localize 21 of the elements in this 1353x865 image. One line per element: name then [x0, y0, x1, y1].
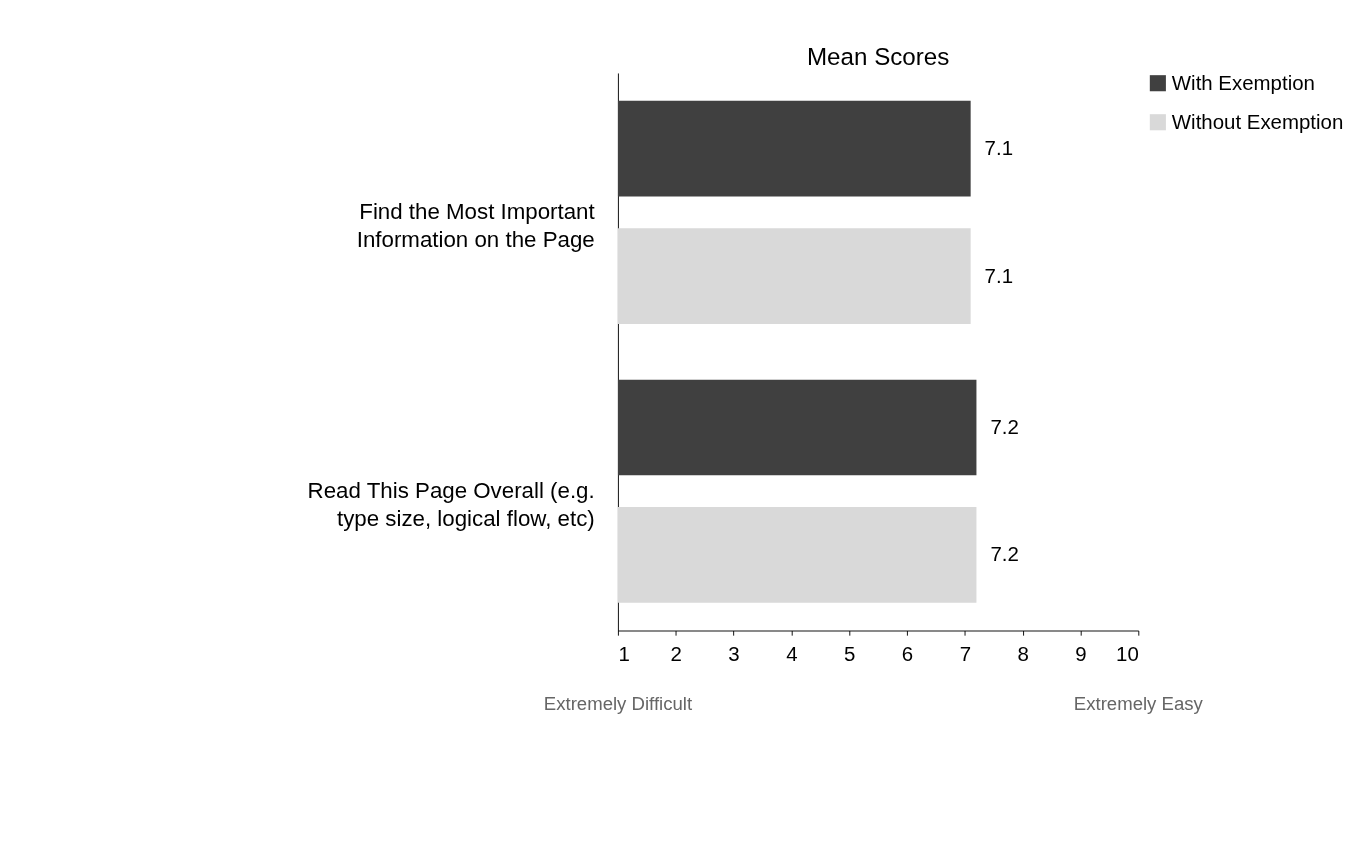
legend-label: Without Exemption [1171, 109, 1344, 133]
data-label: 7.2 [990, 542, 1019, 566]
x-tick-label: 3 [728, 641, 740, 665]
data-label: 7.1 [984, 263, 1014, 287]
x-tick-label: 4 [786, 641, 798, 665]
x-tick-label: 2 [670, 641, 682, 665]
chart-title: Mean Scores [806, 42, 950, 70]
x-tick-label: 10 [1116, 641, 1139, 665]
text: Extremely Difficult [543, 693, 693, 715]
data-label: 7.1 [984, 136, 1014, 160]
y-tick-label: Read This Page Overall (e.g. type size, logical flow, etc) [307, 477, 595, 531]
legend-label: With Exemption [1171, 70, 1315, 94]
x-tick-label: 5 [844, 641, 856, 665]
x-tick-label: 9 [1075, 641, 1087, 665]
x-tick-label: 8 [1017, 641, 1029, 665]
text: Extremely Easy [1073, 693, 1204, 715]
data-label: 7.2 [990, 414, 1019, 438]
x-tick-label: 6 [901, 641, 914, 665]
x-tick-label: 7 [959, 641, 972, 665]
y-tick-label: Find the Most Important Information on the Page [356, 198, 596, 252]
x-tick-label: 1 [618, 641, 630, 665]
